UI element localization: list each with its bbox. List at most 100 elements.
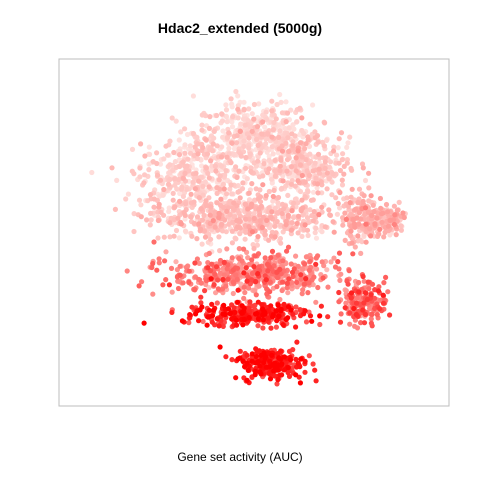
scatter-point <box>156 256 162 262</box>
scatter-point <box>129 168 135 174</box>
scatter-point <box>244 352 250 358</box>
scatter-point <box>306 143 313 149</box>
scatter-point <box>219 118 226 124</box>
scatter-point <box>278 99 284 105</box>
scatter-point <box>312 135 318 141</box>
scatter-point <box>302 261 308 267</box>
scatter-point <box>244 360 250 366</box>
scatter-point <box>291 200 297 206</box>
scatter-point <box>199 127 205 133</box>
scatter-point <box>192 186 198 192</box>
scatter-point <box>203 281 209 288</box>
scatter-point <box>324 267 330 273</box>
scatter-point <box>290 143 296 149</box>
scatter-point <box>275 194 282 201</box>
scatter-point <box>248 165 254 171</box>
scatter-point <box>249 181 255 187</box>
scatter-point <box>286 148 292 154</box>
scatter-point <box>199 163 205 169</box>
scatter-point <box>370 202 376 208</box>
scatter-point <box>320 275 326 281</box>
scatter-point <box>360 273 366 280</box>
scatter-point <box>391 203 397 209</box>
scatter-point <box>247 151 253 157</box>
scatter-point <box>285 212 291 218</box>
scatter-point <box>209 319 215 325</box>
scatter-point <box>183 201 189 207</box>
scatter-point <box>285 290 291 296</box>
scatter-point <box>276 313 282 319</box>
scatter-point <box>221 302 227 308</box>
scatter-point <box>234 218 240 224</box>
scatter-point <box>260 119 266 125</box>
scatter-point <box>109 165 115 171</box>
scatter-point <box>361 193 367 199</box>
scatter-point <box>191 220 197 226</box>
scatter-point <box>306 267 312 273</box>
scatter-point <box>211 128 217 134</box>
scatter-point <box>235 189 241 195</box>
scatter-point <box>348 295 354 301</box>
scatter-point <box>344 144 350 150</box>
scatter-point <box>266 370 272 376</box>
scatter-point <box>285 244 292 250</box>
scatter-point <box>262 124 268 130</box>
scatter-point <box>297 105 303 111</box>
scatter-point <box>264 217 270 223</box>
scatter-point <box>266 188 272 195</box>
scatter-point <box>192 144 198 150</box>
scatter-point <box>144 217 150 223</box>
scatter-point <box>299 154 305 160</box>
scatter-point <box>212 163 218 169</box>
scatter-point <box>306 280 312 286</box>
scatter-point <box>155 172 161 178</box>
scatter-point <box>293 168 299 174</box>
scatter-point <box>327 212 333 218</box>
scatter-point <box>362 177 369 184</box>
scatter-point <box>251 215 257 221</box>
scatter-point <box>233 272 239 278</box>
scatter-point <box>293 304 299 310</box>
scatter-point <box>337 167 343 174</box>
scatter-point <box>265 131 271 137</box>
x-axis-label: Gene set activity (AUC) <box>177 450 303 464</box>
scatter-point <box>239 309 245 316</box>
scatter-point <box>299 197 305 203</box>
scatter-point <box>217 248 223 254</box>
scatter-point <box>154 150 160 156</box>
scatter-point <box>349 167 355 173</box>
scatter-point <box>393 232 399 238</box>
scatter-point <box>256 348 262 354</box>
scatter-point <box>353 311 359 318</box>
scatter-point <box>354 325 361 331</box>
scatter-point <box>273 230 279 236</box>
scatter-point <box>312 367 318 373</box>
scatter-point <box>167 220 173 226</box>
scatter-point <box>272 234 278 240</box>
scatter-point <box>277 235 283 242</box>
scatter-point <box>229 316 235 322</box>
scatter-point <box>314 185 320 191</box>
scatter-point <box>262 255 268 261</box>
scatter-point <box>273 116 279 122</box>
scatter-point <box>272 173 278 179</box>
scatter-point <box>348 194 354 200</box>
scatter-point <box>278 157 284 163</box>
scatter-point <box>202 234 209 240</box>
scatter-point <box>177 272 183 278</box>
scatter-point <box>146 167 152 173</box>
scatter-point <box>313 225 319 231</box>
scatter-point <box>252 288 258 294</box>
scatter-point <box>194 134 200 140</box>
scatter-point <box>349 240 355 246</box>
scatter-point <box>234 276 240 282</box>
scatter-point <box>227 212 233 218</box>
scatter-point <box>280 206 287 212</box>
scatter-point <box>163 277 169 283</box>
scatter-point <box>257 150 263 156</box>
scatter-point <box>234 174 240 180</box>
scatter-point <box>227 198 233 204</box>
scatter-point <box>283 222 289 228</box>
scatter-point <box>205 260 211 266</box>
scatter-point <box>341 163 347 169</box>
